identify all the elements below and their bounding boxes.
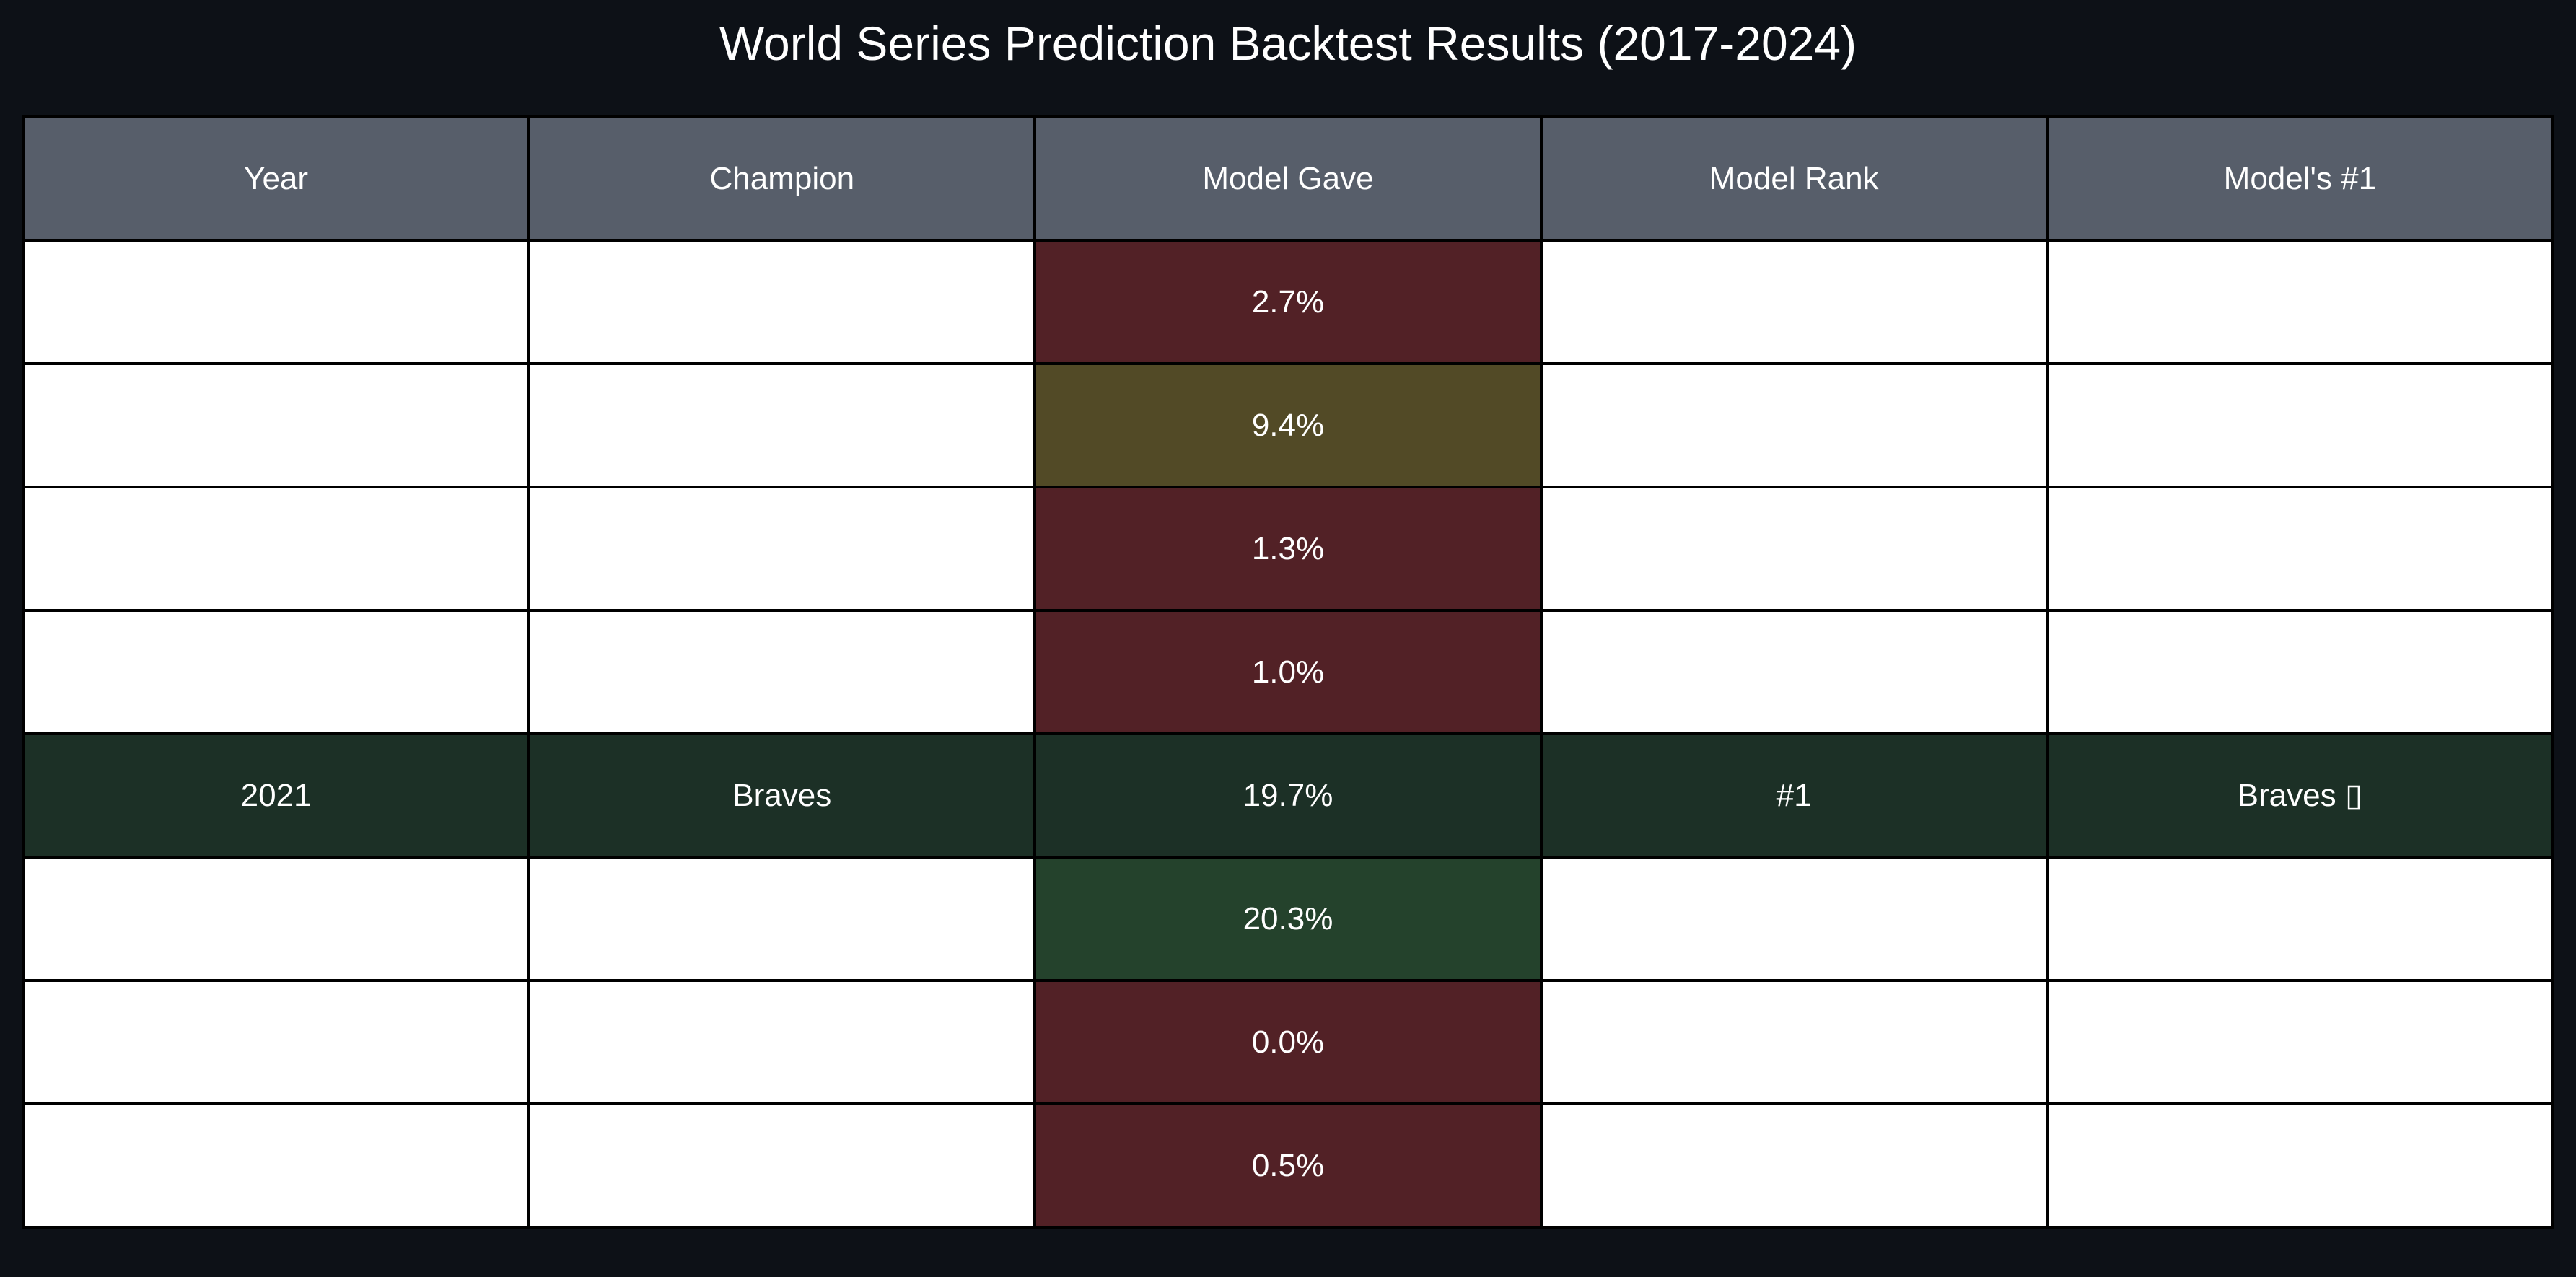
cell-year xyxy=(21,486,531,612)
header-row: Year Champion Model Gave Model Rank Mode… xyxy=(21,115,2555,242)
cell-year xyxy=(21,1102,531,1229)
backtest-table: Year Champion Model Gave Model Rank Mode… xyxy=(21,115,2555,1229)
cell-champion xyxy=(527,856,1037,982)
table-row: 2021 Braves 19.7% #1 Braves ▯ xyxy=(21,732,2555,859)
cell-model-top xyxy=(2045,609,2555,735)
cell-model-gave: 20.3% xyxy=(1033,856,1543,982)
cell-model-top: Braves ▯ xyxy=(2045,732,2555,859)
cell-model-gave: 2.7% xyxy=(1033,239,1543,365)
cell-model-gave: 9.4% xyxy=(1033,362,1543,488)
header-model-top: Model's #1 xyxy=(2045,115,2555,242)
header-year: Year xyxy=(21,115,531,242)
cell-model-gave: 1.0% xyxy=(1033,609,1543,735)
table-row: 20.3% xyxy=(21,856,2555,982)
cell-model-top xyxy=(2045,1102,2555,1229)
header-model-rank: Model Rank xyxy=(1539,115,2049,242)
cell-model-top xyxy=(2045,239,2555,365)
table-row: 2.7% xyxy=(21,239,2555,365)
cell-champion xyxy=(527,362,1037,488)
cell-model-rank xyxy=(1539,1102,2049,1229)
table-row: 9.4% xyxy=(21,362,2555,488)
cell-model-top xyxy=(2045,362,2555,488)
cell-model-rank: #1 xyxy=(1539,732,2049,859)
cell-model-top xyxy=(2045,979,2555,1105)
cell-champion xyxy=(527,609,1037,735)
cell-year xyxy=(21,362,531,488)
cell-year xyxy=(21,856,531,982)
chart-title: World Series Prediction Backtest Results… xyxy=(719,17,1857,70)
cell-model-gave: 19.7% xyxy=(1033,732,1543,859)
cell-model-rank xyxy=(1539,239,2049,365)
header-model-gave: Model Gave xyxy=(1033,115,1543,242)
cell-champion xyxy=(527,486,1037,612)
cell-year xyxy=(21,239,531,365)
cell-model-gave: 0.0% xyxy=(1033,979,1543,1105)
cell-model-rank xyxy=(1539,856,2049,982)
cell-model-top xyxy=(2045,856,2555,982)
table-row: 0.0% xyxy=(21,979,2555,1105)
cell-model-rank xyxy=(1539,486,2049,612)
cell-champion xyxy=(527,239,1037,365)
cell-champion: Braves xyxy=(527,732,1037,859)
cell-model-rank xyxy=(1539,609,2049,735)
cell-model-top xyxy=(2045,486,2555,612)
cell-champion xyxy=(527,979,1037,1105)
header-champion: Champion xyxy=(527,115,1037,242)
cell-year: 2021 xyxy=(21,732,531,859)
table-row: 0.5% xyxy=(21,1102,2555,1229)
cell-year xyxy=(21,979,531,1105)
cell-champion xyxy=(527,1102,1037,1229)
cell-model-gave: 0.5% xyxy=(1033,1102,1543,1229)
cell-model-gave: 1.3% xyxy=(1033,486,1543,612)
cell-model-rank xyxy=(1539,362,2049,488)
cell-model-rank xyxy=(1539,979,2049,1105)
table-row: 1.0% xyxy=(21,609,2555,735)
table-row: 1.3% xyxy=(21,486,2555,612)
cell-year xyxy=(21,609,531,735)
